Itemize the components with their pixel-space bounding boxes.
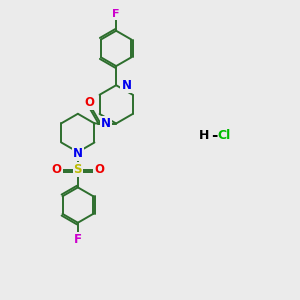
Text: F: F	[74, 233, 82, 246]
Text: S: S	[74, 163, 82, 176]
Text: O: O	[52, 163, 62, 176]
Text: N: N	[122, 79, 131, 92]
Text: -: -	[211, 128, 217, 143]
Text: O: O	[84, 96, 94, 109]
Text: O: O	[94, 163, 104, 176]
Text: Cl: Cl	[217, 129, 230, 142]
Text: F: F	[112, 9, 120, 19]
Text: H: H	[199, 129, 210, 142]
Text: N: N	[73, 147, 83, 160]
Text: N: N	[101, 117, 111, 130]
